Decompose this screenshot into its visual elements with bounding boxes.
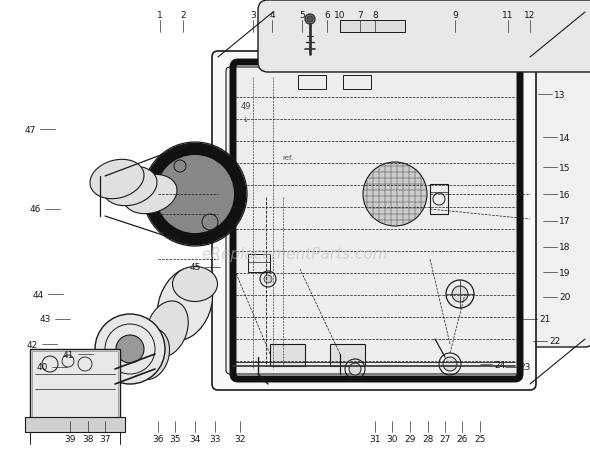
Circle shape [95,314,165,384]
Bar [270,344,305,366]
Bar [25,417,125,432]
Circle shape [305,15,315,25]
Text: 19: 19 [559,268,571,277]
Text: 32: 32 [234,435,245,443]
Text: 33: 33 [209,435,221,443]
Text: 10: 10 [335,11,346,19]
Text: 41: 41 [63,350,74,359]
Bar [430,185,448,214]
Circle shape [307,17,313,23]
Text: 42: 42 [27,340,38,349]
Text: 38: 38 [82,435,94,443]
Text: 30: 30 [386,435,398,443]
Circle shape [116,335,144,363]
Text: 8: 8 [372,11,378,19]
Text: 35: 35 [169,435,181,443]
Text: 34: 34 [189,435,201,443]
Text: 36: 36 [152,435,164,443]
Bar [343,76,371,90]
Text: 46: 46 [30,205,41,214]
Text: 11: 11 [502,11,514,19]
Text: 45: 45 [189,263,201,272]
Text: 40: 40 [37,363,48,372]
FancyBboxPatch shape [258,1,590,73]
Ellipse shape [130,329,169,380]
Text: 18: 18 [559,243,571,252]
Bar [248,254,270,272]
Text: 16: 16 [559,190,571,199]
Ellipse shape [146,301,188,357]
Text: ↓: ↓ [243,117,249,123]
Text: 49: 49 [241,101,251,110]
Bar [330,344,365,366]
Text: 4: 4 [269,11,275,19]
Text: 25: 25 [474,435,486,443]
Circle shape [363,162,427,226]
Text: eReplacementParts.com: eReplacementParts.com [202,247,388,262]
Ellipse shape [103,167,157,206]
Text: 26: 26 [456,435,468,443]
FancyBboxPatch shape [265,5,590,347]
FancyBboxPatch shape [212,52,536,390]
Ellipse shape [123,175,177,214]
Text: 2: 2 [180,11,186,19]
Circle shape [145,145,245,245]
Text: 31: 31 [369,435,381,443]
Text: 12: 12 [525,11,536,19]
FancyBboxPatch shape [226,68,522,374]
Circle shape [443,357,457,371]
Text: 27: 27 [440,435,451,443]
Ellipse shape [90,160,144,199]
Text: 13: 13 [554,90,566,99]
Bar [298,76,326,90]
Text: 5: 5 [299,11,305,19]
Text: 3: 3 [250,11,256,19]
Text: 23: 23 [519,363,530,372]
Ellipse shape [158,268,212,341]
Text: 37: 37 [99,435,111,443]
Text: 6: 6 [324,11,330,19]
Text: ref.: ref. [283,155,294,161]
Circle shape [452,286,468,302]
Bar [340,21,405,33]
Text: 24: 24 [494,360,506,369]
Text: 17: 17 [559,217,571,226]
Text: 9: 9 [452,11,458,19]
Text: 47: 47 [24,125,35,134]
Text: 39: 39 [64,435,76,443]
Text: 15: 15 [559,163,571,172]
Circle shape [157,157,233,233]
Text: 7: 7 [357,11,363,19]
Circle shape [349,363,361,375]
Bar [32,351,118,422]
Text: 29: 29 [404,435,416,443]
Bar [30,349,120,424]
Text: 43: 43 [40,315,51,324]
Text: 21: 21 [539,315,550,324]
Text: 28: 28 [422,435,434,443]
Circle shape [264,275,272,283]
Text: 20: 20 [559,293,571,302]
Text: 14: 14 [559,133,571,142]
Text: 44: 44 [32,290,44,299]
Text: 1: 1 [157,11,163,19]
Text: 22: 22 [549,337,560,346]
Ellipse shape [172,267,218,302]
